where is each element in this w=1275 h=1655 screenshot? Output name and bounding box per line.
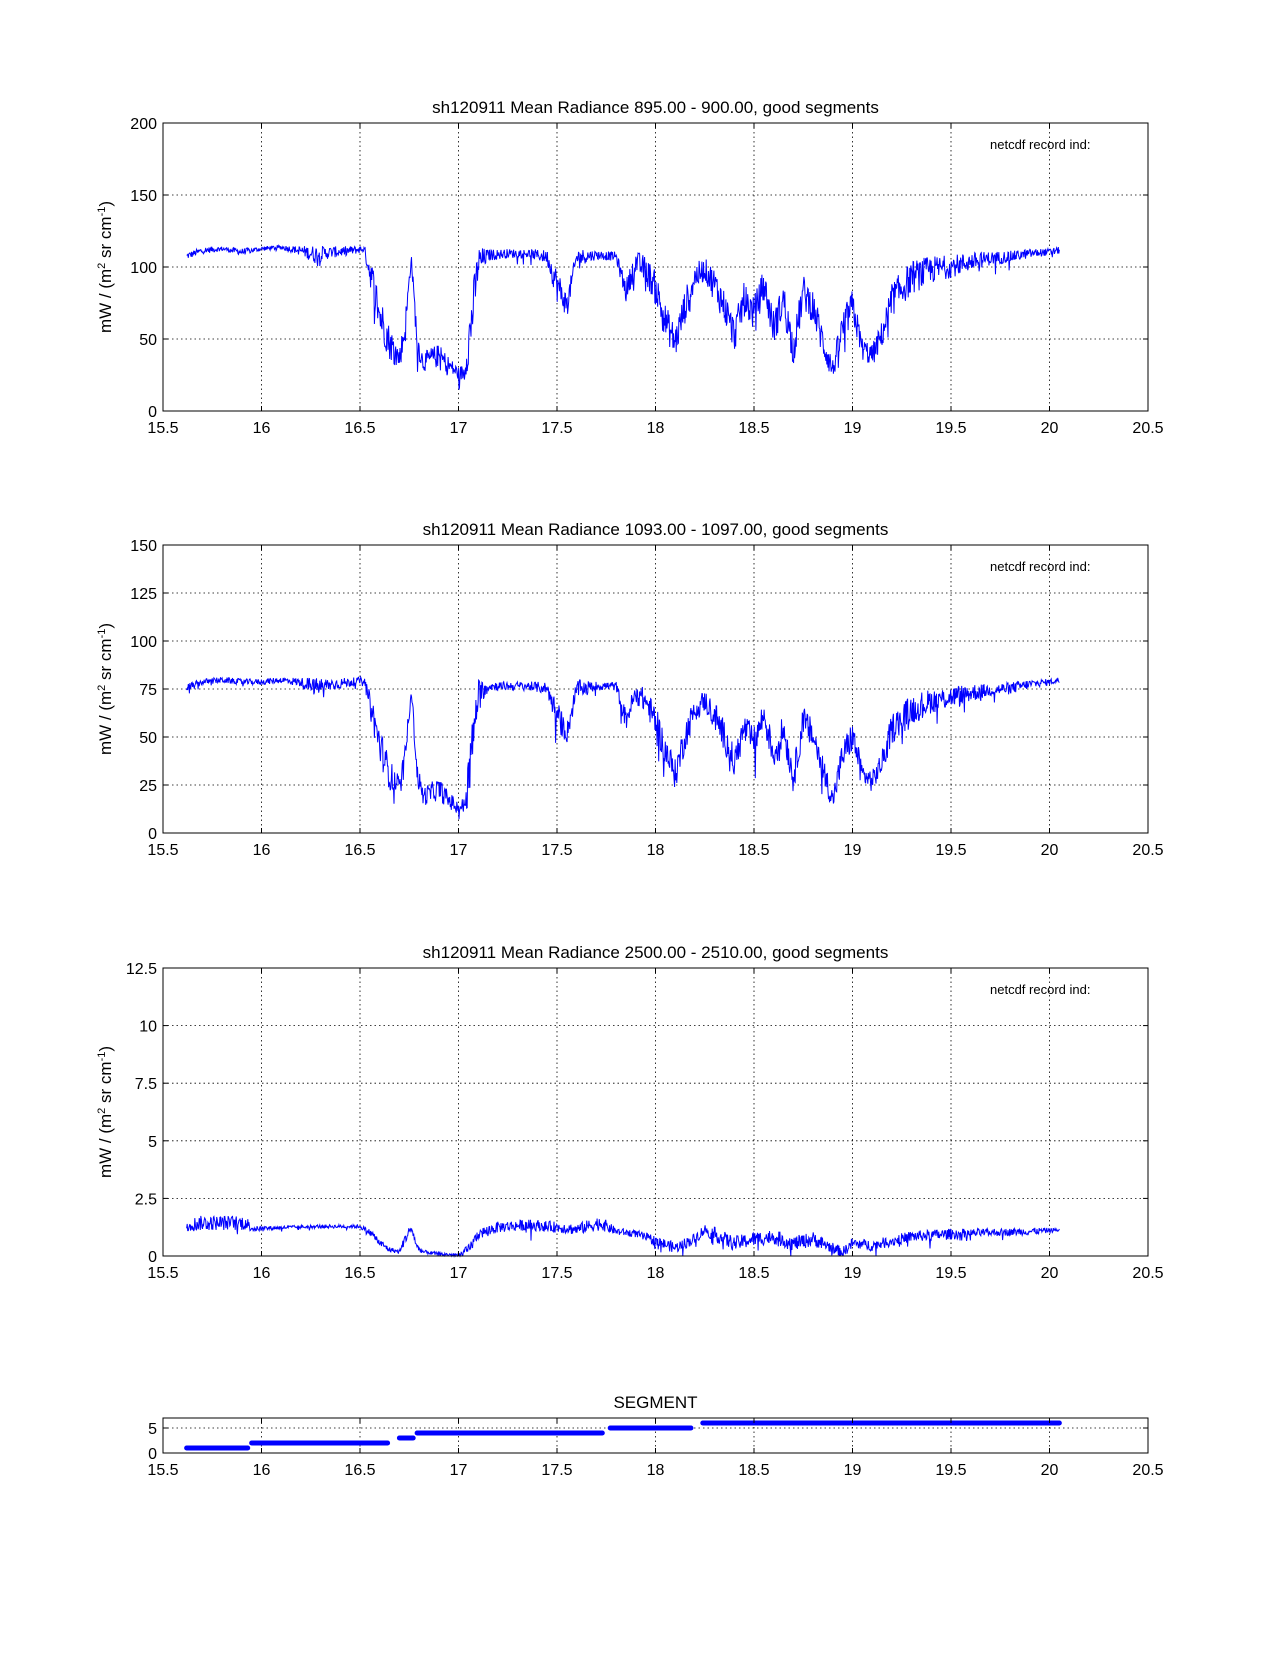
y-axis-label-part: sr cm (96, 216, 115, 262)
y-tick-label: 75 (139, 682, 157, 699)
x-tick-label: 15.5 (147, 1265, 178, 1282)
chart-2: sh120911 Mean Radiance 1093.00 - 1097.00… (96, 520, 1164, 859)
chart-3: sh120911 Mean Radiance 2500.00 - 2510.00… (96, 943, 1164, 1282)
x-tick-label: 17 (450, 842, 468, 859)
x-tick-label: 18 (647, 842, 665, 859)
x-tick-label: 15.5 (147, 842, 178, 859)
x-tick-label: 18.5 (738, 842, 769, 859)
x-tick-label: 17 (450, 1462, 468, 1479)
x-tick-label: 16.5 (344, 420, 375, 437)
x-tick-label: 20.5 (1132, 1265, 1163, 1282)
annotation: netcdf record ind: (990, 559, 1090, 574)
x-tick-label: 16 (253, 420, 271, 437)
x-tick-label: 17 (450, 420, 468, 437)
x-tick-label: 16 (253, 842, 271, 859)
y-axis-label-part: ) (96, 201, 115, 207)
x-tick-label: 18.5 (738, 1462, 769, 1479)
x-tick-label: 17.5 (541, 420, 572, 437)
annotation: netcdf record ind: (990, 982, 1090, 997)
chart-1: sh120911 Mean Radiance 895.00 - 900.00, … (96, 98, 1164, 437)
chart-title: sh120911 Mean Radiance 1093.00 - 1097.00… (423, 520, 889, 539)
y-axis-label: mW / (m2 sr cm-1) (96, 201, 115, 333)
x-tick-label: 15.5 (147, 420, 178, 437)
x-tick-label: 18 (647, 1265, 665, 1282)
y-tick-label: 150 (130, 188, 157, 205)
y-tick-label: 7.5 (135, 1076, 157, 1093)
x-tick-label: 18 (647, 1462, 665, 1479)
x-tick-label: 20 (1041, 1462, 1059, 1479)
x-tick-label: 16 (253, 1462, 271, 1479)
y-axis-label-part: -1 (96, 1052, 108, 1062)
y-tick-label: 0 (148, 826, 157, 843)
x-tick-label: 16.5 (344, 1265, 375, 1282)
y-tick-label: 0 (148, 404, 157, 421)
x-tick-label: 19.5 (935, 1265, 966, 1282)
y-tick-label: 2.5 (135, 1191, 157, 1208)
y-axis-label-part: 2 (96, 263, 108, 269)
y-tick-label: 0 (148, 1249, 157, 1266)
y-axis-label-part: -1 (96, 207, 108, 217)
y-tick-label: 200 (130, 116, 157, 133)
annotation: netcdf record ind: (990, 137, 1090, 152)
y-tick-label: 50 (139, 332, 157, 349)
x-tick-label: 16 (253, 1265, 271, 1282)
x-tick-label: 17.5 (541, 1265, 572, 1282)
x-tick-label: 17.5 (541, 842, 572, 859)
chart-title: sh120911 Mean Radiance 895.00 - 900.00, … (432, 98, 879, 117)
x-tick-label: 16.5 (344, 842, 375, 859)
y-axis-label-part: mW / (m (96, 1114, 115, 1178)
y-axis-label-part: 2 (96, 685, 108, 691)
series-line (186, 675, 1060, 820)
x-tick-label: 19.5 (935, 420, 966, 437)
y-axis-label-part: sr cm (96, 1061, 115, 1107)
x-tick-label: 19 (844, 420, 862, 437)
x-tick-label: 19 (844, 1265, 862, 1282)
y-tick-label: 125 (130, 586, 157, 603)
y-tick-label: 100 (130, 260, 157, 277)
y-tick-label: 5 (148, 1134, 157, 1151)
x-tick-label: 17.5 (541, 1462, 572, 1479)
y-tick-label: 100 (130, 634, 157, 651)
y-axis-label-part: sr cm (96, 638, 115, 684)
y-tick-label: 0 (148, 1446, 157, 1463)
y-axis-label-part: ) (96, 1046, 115, 1052)
y-axis-label-part: mW / (m (96, 691, 115, 755)
y-tick-label: 12.5 (126, 961, 157, 978)
x-tick-label: 19 (844, 1462, 862, 1479)
x-tick-label: 20.5 (1132, 1462, 1163, 1479)
x-tick-label: 17 (450, 1265, 468, 1282)
y-tick-label: 5 (148, 1421, 157, 1438)
chart-title: SEGMENT (613, 1393, 697, 1412)
x-tick-label: 18 (647, 420, 665, 437)
x-tick-label: 20 (1041, 842, 1059, 859)
x-tick-label: 16.5 (344, 1462, 375, 1479)
y-tick-label: 150 (130, 538, 157, 555)
series-line (186, 1215, 1060, 1258)
y-axis-label-part: ) (96, 623, 115, 629)
y-tick-label: 50 (139, 730, 157, 747)
y-axis-label: mW / (m2 sr cm-1) (96, 623, 115, 755)
x-tick-label: 20.5 (1132, 420, 1163, 437)
series-line (186, 244, 1060, 390)
x-tick-label: 18.5 (738, 1265, 769, 1282)
y-axis-label-part: -1 (96, 629, 108, 639)
x-tick-label: 19 (844, 842, 862, 859)
x-tick-label: 15.5 (147, 1462, 178, 1479)
x-tick-label: 20 (1041, 1265, 1059, 1282)
y-tick-label: 10 (139, 1019, 157, 1036)
x-tick-label: 20 (1041, 420, 1059, 437)
chart-title: sh120911 Mean Radiance 2500.00 - 2510.00… (423, 943, 889, 962)
chart-4: SEGMENT 15.5 16 16.5 17 17.5 18 18.5 19 19.5 20 20.… (147, 1393, 1163, 1479)
y-axis-label-part: 2 (96, 1108, 108, 1114)
x-tick-label: 19.5 (935, 842, 966, 859)
y-axis-label-part: mW / (m (96, 269, 115, 333)
y-tick-label: 25 (139, 778, 157, 795)
x-tick-label: 20.5 (1132, 842, 1163, 859)
y-axis-label: mW / (m2 sr cm-1) (96, 1046, 115, 1178)
x-tick-label: 19.5 (935, 1462, 966, 1479)
x-tick-label: 18.5 (738, 420, 769, 437)
